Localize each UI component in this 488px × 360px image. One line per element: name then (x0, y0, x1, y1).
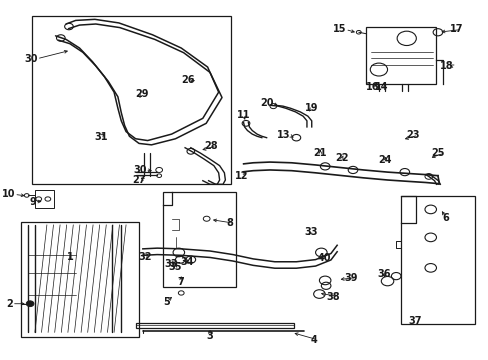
Text: 18: 18 (439, 61, 453, 71)
Text: 23: 23 (405, 130, 418, 140)
Text: 6: 6 (442, 213, 448, 222)
Text: 15: 15 (333, 24, 346, 35)
Text: 1: 1 (66, 252, 73, 262)
Text: 40: 40 (317, 253, 330, 263)
Text: 33: 33 (163, 259, 177, 269)
Text: 30: 30 (25, 54, 38, 64)
Text: 11: 11 (236, 111, 250, 121)
Text: 34: 34 (180, 257, 193, 267)
Text: 27: 27 (132, 175, 145, 185)
Text: 32: 32 (138, 252, 152, 262)
Bar (35, 190, 54, 208)
Text: 31: 31 (94, 132, 107, 142)
Text: 26: 26 (181, 75, 194, 85)
Text: 25: 25 (431, 148, 444, 158)
Text: 33: 33 (304, 227, 317, 237)
Bar (365, 27, 435, 84)
Text: 14: 14 (374, 82, 388, 92)
Text: 29: 29 (135, 89, 148, 99)
Bar (400, 196, 474, 324)
Text: 24: 24 (378, 155, 391, 165)
Text: 12: 12 (234, 171, 247, 181)
Text: 4: 4 (310, 334, 317, 345)
Text: 28: 28 (204, 141, 218, 151)
Text: 2: 2 (6, 299, 13, 309)
Text: 10: 10 (2, 189, 16, 199)
Bar (20, 222, 139, 337)
Text: 36: 36 (376, 269, 389, 279)
Text: 16: 16 (366, 82, 379, 92)
Text: 19: 19 (305, 103, 318, 113)
Bar (31, 17, 230, 184)
Text: 37: 37 (408, 316, 421, 325)
Text: 7: 7 (178, 277, 184, 287)
Bar (163, 192, 235, 287)
Text: 20: 20 (259, 98, 273, 108)
Text: 35: 35 (168, 262, 182, 272)
Text: 30: 30 (133, 165, 146, 175)
Text: 38: 38 (325, 292, 339, 302)
Text: 17: 17 (449, 24, 463, 35)
Circle shape (26, 301, 34, 307)
Text: 8: 8 (226, 218, 233, 228)
Text: 39: 39 (344, 273, 357, 283)
Text: 21: 21 (313, 148, 326, 158)
Text: 9: 9 (30, 197, 36, 207)
Text: 22: 22 (335, 153, 348, 163)
Text: 5: 5 (163, 297, 170, 307)
Text: 3: 3 (206, 331, 213, 341)
Text: 13: 13 (277, 130, 290, 140)
